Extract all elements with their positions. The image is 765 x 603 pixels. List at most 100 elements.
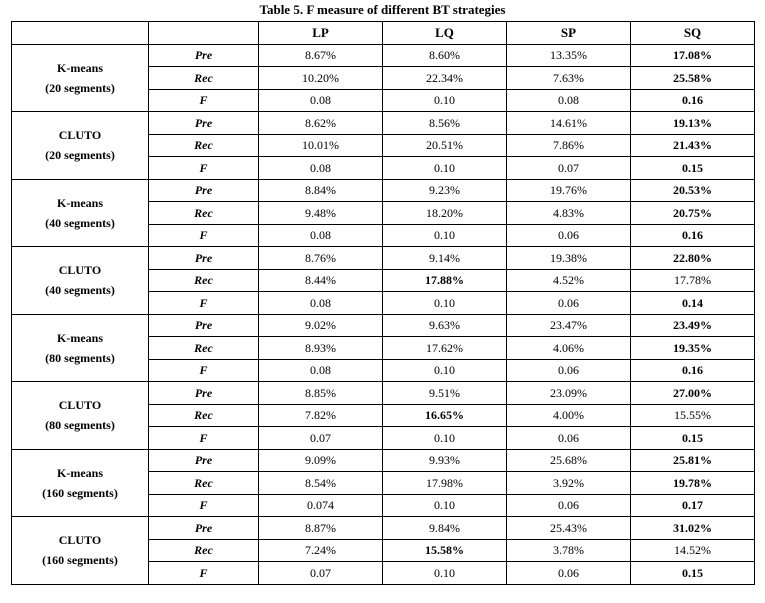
value-cell: 9.51%: [382, 381, 507, 405]
metric-label: Rec: [148, 133, 259, 157]
value-cell: 0.10: [382, 561, 507, 585]
value-cell: 0.08: [258, 291, 383, 315]
value-cell: 0.06: [506, 426, 631, 450]
value-cell: 0.15: [630, 561, 755, 585]
metric-label: Rec: [148, 403, 259, 427]
value-cell: 0.06: [506, 493, 631, 517]
value-cell: 0.10: [382, 291, 507, 315]
value-cell: 15.58%: [382, 538, 507, 562]
value-cell: 7.63%: [506, 66, 631, 90]
value-cell: 9.63%: [382, 313, 507, 337]
group-label-cell: CLUTO (160 segments): [11, 516, 149, 585]
metric-label: Rec: [148, 336, 259, 360]
value-cell: 19.78%: [630, 471, 755, 495]
metric-label: Pre: [148, 246, 259, 270]
group-segments: (160 segments): [42, 485, 118, 500]
value-cell: 0.08: [258, 358, 383, 382]
table-row: F 0.07 0.10 0.06 0.15: [12, 426, 755, 450]
value-cell: 8.67%: [258, 43, 383, 67]
value-cell: 8.93%: [258, 336, 383, 360]
value-cell: 7.86%: [506, 133, 631, 157]
group-name: CLUTO: [58, 398, 102, 413]
value-cell: 22.80%: [630, 246, 755, 270]
value-cell: 0.08: [258, 156, 383, 180]
table-row: Rec 10.20% 22.34% 7.63% 25.58%: [12, 66, 755, 90]
value-cell: 8.87%: [258, 516, 383, 540]
value-cell: 17.62%: [382, 336, 507, 360]
table-row: Rec 9.48% 18.20% 4.83% 20.75%: [12, 201, 755, 225]
metric-label: F: [148, 88, 259, 112]
value-cell: 8.54%: [258, 471, 383, 495]
value-cell: 20.75%: [630, 201, 755, 225]
value-cell: 0.06: [506, 223, 631, 247]
table-row: Rec 7.82% 16.65% 4.00% 15.55%: [12, 403, 755, 427]
metric-label: F: [148, 493, 259, 517]
header-cell: LQ: [382, 21, 507, 45]
metric-label: Rec: [148, 268, 259, 292]
header-cell: [148, 21, 259, 45]
metric-label: F: [148, 561, 259, 585]
value-cell: 21.43%: [630, 133, 755, 157]
value-cell: 0.06: [506, 358, 631, 382]
value-cell: 0.10: [382, 493, 507, 517]
group-label-cell: CLUTO (20 segments): [11, 111, 149, 180]
value-cell: 17.78%: [630, 268, 755, 292]
table-row: K-means (20 segments) Pre 8.67% 8.60% 13.35% 1…: [11, 43, 755, 112]
value-cell: 0.10: [382, 426, 507, 450]
table-row: F 0.08 0.10 0.07 0.15: [12, 156, 755, 180]
value-cell: 17.08%: [630, 43, 755, 67]
header-cell: [11, 21, 149, 45]
value-cell: 9.02%: [258, 313, 383, 337]
value-cell: 9.14%: [382, 246, 507, 270]
value-cell: 17.98%: [382, 471, 507, 495]
table-row: K-means (40 segments) Pre 8.84% 9.23% 19.76% 2…: [11, 178, 755, 247]
value-cell: 8.60%: [382, 43, 507, 67]
header-cell: SP: [506, 21, 631, 45]
group-segments: (20 segments): [45, 148, 115, 163]
group-label-cell: CLUTO (80 segments): [11, 381, 149, 450]
value-cell: 8.44%: [258, 268, 383, 292]
value-cell: 19.38%: [506, 246, 631, 270]
value-cell: 10.01%: [258, 133, 383, 157]
value-cell: 9.48%: [258, 201, 383, 225]
value-cell: 0.10: [382, 156, 507, 180]
value-cell: 4.06%: [506, 336, 631, 360]
value-cell: 8.84%: [258, 178, 383, 202]
table-row: CLUTO (160 segments) Pre 8.87% 9.84% 25.43% 31…: [11, 516, 755, 585]
group-segments: (20 segments): [45, 80, 115, 95]
value-cell: 23.09%: [506, 381, 631, 405]
value-cell: 9.23%: [382, 178, 507, 202]
value-cell: 25.58%: [630, 66, 755, 90]
value-cell: 0.14: [630, 291, 755, 315]
value-cell: 19.76%: [506, 178, 631, 202]
value-cell: 15.55%: [630, 403, 755, 427]
group-name: K-means: [57, 60, 103, 75]
metric-label: Rec: [148, 538, 259, 562]
value-cell: 25.43%: [506, 516, 631, 540]
metric-label: Pre: [148, 381, 259, 405]
metric-label: F: [148, 358, 259, 382]
value-cell: 27.00%: [630, 381, 755, 405]
group-name: CLUTO: [58, 533, 102, 548]
value-cell: 14.61%: [506, 111, 631, 135]
value-cell: 17.88%: [382, 268, 507, 292]
group-segments: (40 segments): [45, 283, 115, 298]
value-cell: 0.07: [258, 561, 383, 585]
metric-label: Pre: [148, 178, 259, 202]
value-cell: 0.074: [258, 493, 383, 517]
value-cell: 0.16: [630, 223, 755, 247]
group-segments: (80 segments): [45, 350, 115, 365]
metric-label: F: [148, 156, 259, 180]
metric-label: Rec: [148, 66, 259, 90]
table-row: CLUTO (20 segments) Pre 8.62% 8.56% 14.61% 19.…: [11, 111, 755, 180]
metric-label: F: [148, 291, 259, 315]
metric-label: F: [148, 426, 259, 450]
value-cell: 0.07: [506, 156, 631, 180]
value-cell: 3.92%: [506, 471, 631, 495]
table-row: K-means (80 segments) Pre 9.02% 9.63% 23.47% 2…: [11, 313, 755, 382]
table-row: K-means (160 segments) Pre 9.09% 9.93% 25.68%…: [11, 448, 755, 517]
value-cell: 0.10: [382, 88, 507, 112]
group-name: CLUTO: [58, 263, 102, 278]
value-cell: 19.35%: [630, 336, 755, 360]
group-name: K-means: [57, 465, 103, 480]
